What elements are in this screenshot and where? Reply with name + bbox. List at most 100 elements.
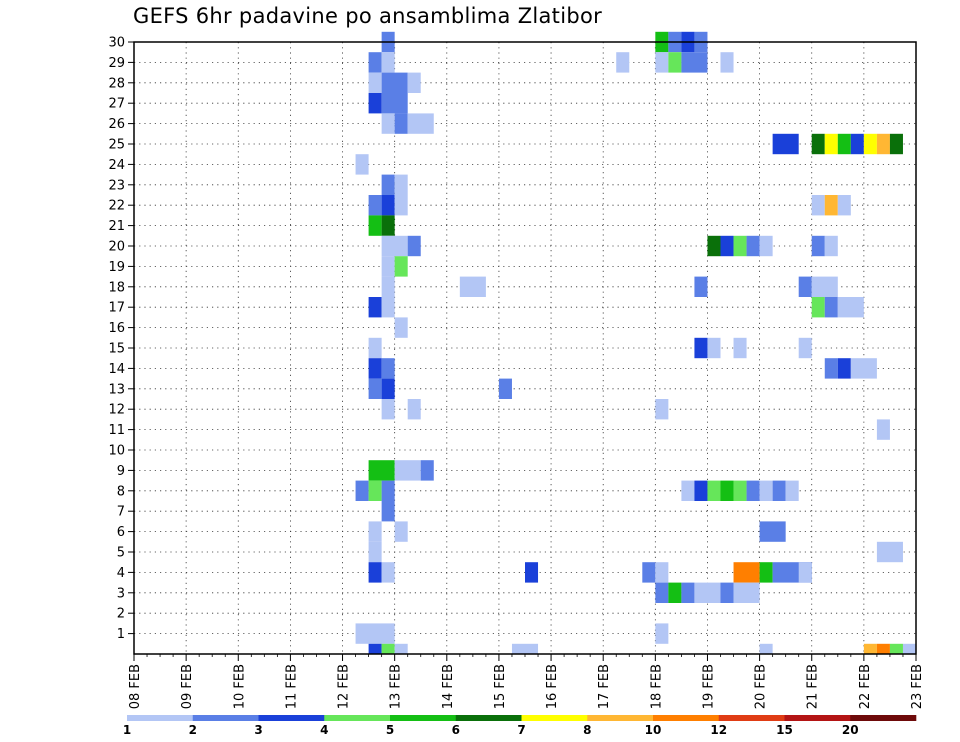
precip-cell [459, 276, 486, 297]
precip-cell [668, 582, 682, 603]
precip-cell [394, 195, 408, 216]
precip-cell [785, 480, 799, 501]
precip-cell [876, 643, 890, 654]
chart-title: GEFS 6hr padavine po ansamblima Zlatibor [133, 4, 603, 28]
colorbar-segment [587, 715, 654, 721]
colorbar-segment [784, 715, 851, 721]
precip-cell [759, 480, 773, 501]
precip-cell [407, 235, 421, 257]
precip-cell [876, 133, 890, 155]
precip-cell [655, 52, 669, 73]
precip-cell [694, 480, 708, 501]
precip-cell [368, 521, 382, 542]
y-axis: 1234567891011121314151617181920212223242… [108, 36, 134, 642]
precip-cell [407, 399, 421, 420]
precip-cell [394, 643, 408, 654]
y-tick-label: 2 [117, 607, 125, 622]
y-tick-label: 6 [117, 525, 125, 540]
precip-cell [381, 358, 395, 379]
precipitation-cells [355, 31, 916, 654]
colorbar-label: 10 [645, 723, 662, 737]
precip-cell [381, 480, 395, 501]
precip-cell [720, 582, 734, 603]
precip-cell [381, 501, 395, 522]
precip-cell [368, 215, 382, 236]
precip-cell [824, 358, 838, 379]
colorbar-label: 20 [842, 723, 859, 737]
precip-cell [811, 195, 825, 216]
precip-cell [355, 480, 369, 501]
colorbar-label: 5 [386, 723, 394, 737]
y-tick-label: 15 [108, 342, 125, 357]
precip-cell [381, 256, 395, 277]
precip-cell [759, 643, 773, 654]
x-tick-label: 22 FEB [858, 664, 873, 709]
y-tick-label: 8 [117, 484, 125, 499]
precip-cell [824, 195, 838, 216]
precip-cell [733, 480, 747, 501]
precip-cell [902, 643, 916, 654]
precip-cell [511, 643, 539, 654]
colorbar-segment [455, 715, 522, 721]
x-tick-label: 19 FEB [701, 664, 716, 709]
precip-cell [863, 133, 877, 155]
colorbar-label: 12 [710, 723, 727, 737]
precip-cell [655, 562, 669, 583]
x-axis: 08 FEB 09 FEB 10 FEB 11 FEB 12 FEB 13 FEB 14 F… [128, 654, 925, 709]
colorbar-label: 15 [776, 723, 793, 737]
precip-cell [733, 582, 760, 603]
y-tick-label: 24 [108, 158, 125, 173]
y-tick-label: 20 [108, 240, 125, 255]
precip-cell [889, 643, 903, 654]
precip-cell [394, 113, 408, 134]
colorbar-label: 2 [189, 723, 197, 737]
precip-cell [850, 358, 877, 379]
precip-cell [381, 399, 395, 420]
precip-cell [368, 52, 382, 73]
y-tick-label: 5 [117, 546, 125, 561]
y-tick-label: 10 [108, 444, 125, 459]
precip-cell [889, 133, 903, 155]
precip-cell [876, 541, 903, 563]
y-tick-label: 1 [117, 627, 125, 642]
precip-cell [707, 235, 721, 257]
precip-cell [368, 480, 382, 501]
y-tick-label: 4 [117, 566, 125, 581]
y-tick-label: 23 [108, 178, 125, 193]
colorbar-segment [390, 715, 457, 721]
precip-cell [381, 562, 395, 583]
y-tick-label: 13 [108, 382, 125, 397]
precip-cell [381, 643, 395, 654]
y-tick-label: 14 [108, 362, 125, 377]
x-tick-label: 09 FEB [180, 664, 195, 709]
x-tick-label: 23 FEB [910, 664, 925, 709]
precip-cell [394, 174, 408, 195]
y-tick-label: 3 [117, 586, 125, 601]
precip-cell [798, 276, 812, 297]
colorbar-label: 6 [452, 723, 460, 737]
precip-cell [694, 337, 708, 359]
precip-cell [811, 235, 825, 257]
precip-cell [381, 378, 395, 399]
precip-cell [837, 195, 851, 216]
colorbar-label: 7 [517, 723, 525, 737]
precip-cell [837, 133, 851, 155]
colorbar-label: 3 [254, 723, 262, 737]
precip-cell [798, 337, 812, 359]
y-tick-label: 12 [108, 403, 125, 418]
precip-cell [381, 235, 408, 257]
precip-cell [759, 562, 773, 583]
x-tick-label: 15 FEB [493, 664, 508, 709]
colorbar-segment [192, 715, 259, 721]
precip-cell [655, 399, 669, 420]
y-tick-label: 16 [108, 321, 125, 336]
precip-cell [381, 195, 395, 216]
precip-cell [368, 72, 382, 93]
precip-cell [407, 72, 421, 93]
colorbar-label: 4 [320, 723, 328, 737]
precip-cell [720, 480, 734, 501]
y-tick-label: 18 [108, 280, 125, 295]
precip-cell [707, 480, 721, 501]
precip-cell [394, 256, 408, 277]
x-tick-label: 12 FEB [337, 664, 352, 709]
